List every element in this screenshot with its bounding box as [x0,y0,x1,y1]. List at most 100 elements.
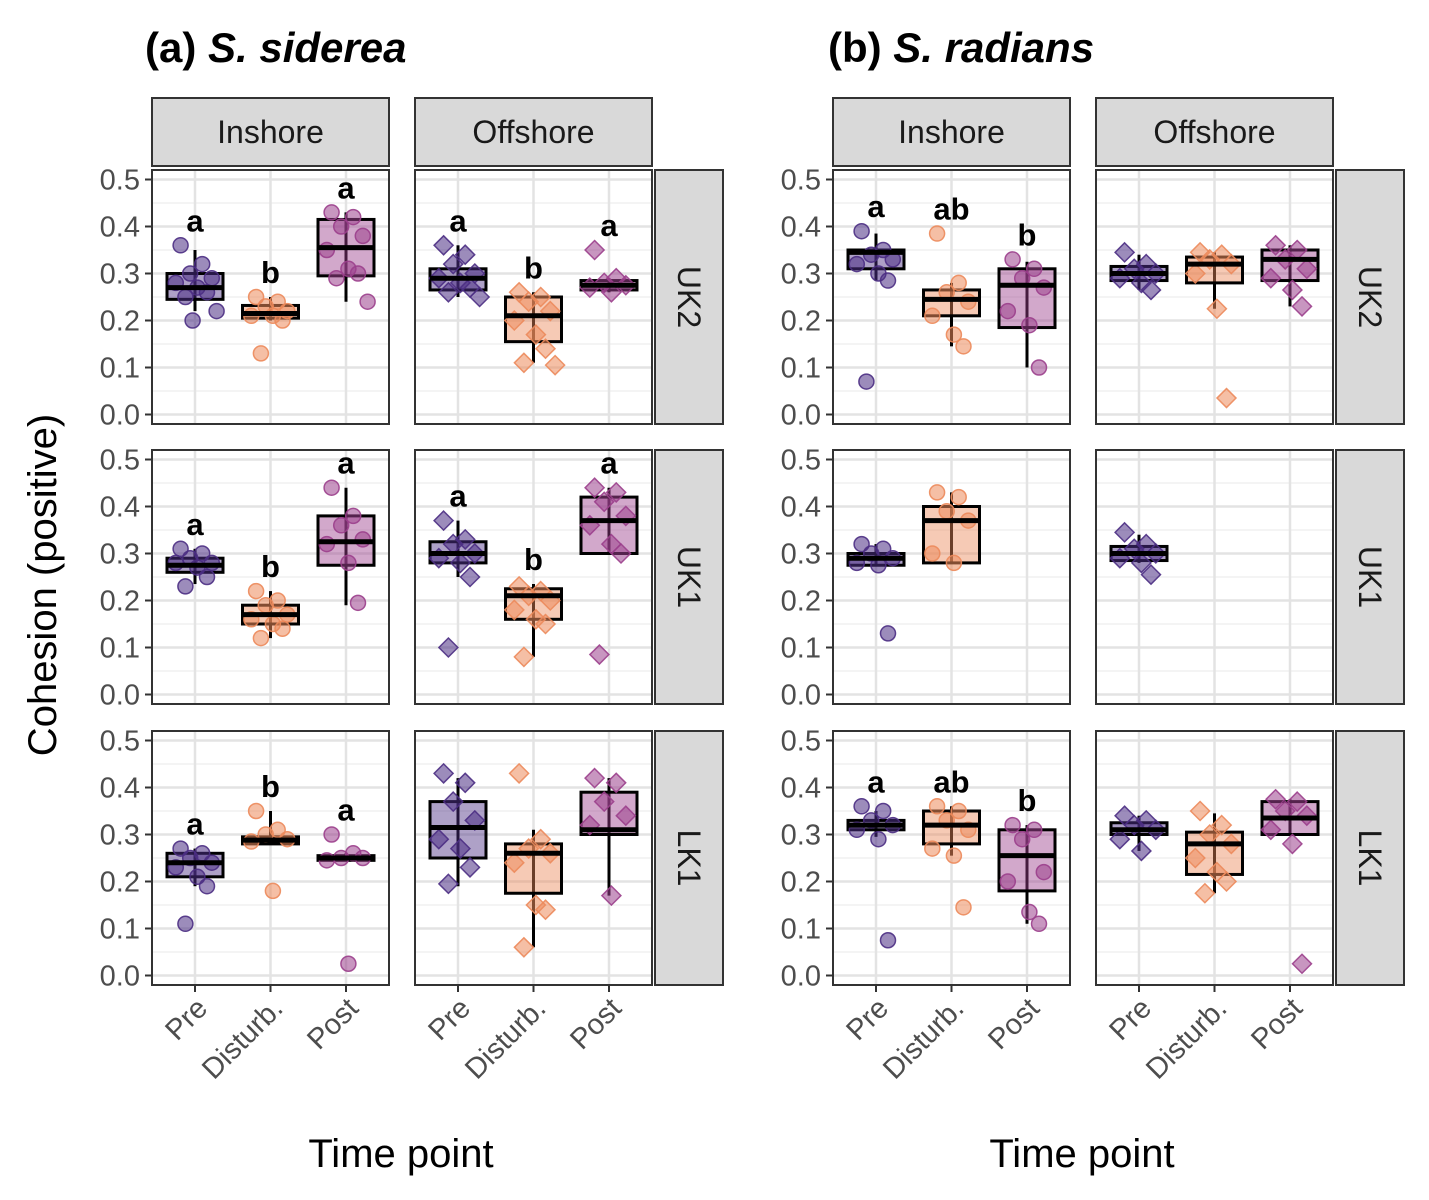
data-point [252,629,270,647]
data-point [584,767,606,789]
y-tick-label: 0.0 [781,680,821,712]
strip-top-label-inshore: Inshore [217,114,324,150]
data-point [449,838,471,860]
facet-border [151,169,390,425]
data-point [433,762,455,784]
data-point [208,302,225,320]
data-point [1265,234,1287,256]
facet-border [414,449,653,705]
strip-right-label-uk1: UK1 [1352,546,1388,608]
y-tick-label: 0.2 [781,306,821,338]
y-tick-label: 0.2 [781,867,821,899]
box-post [316,826,376,972]
data-point [600,885,622,907]
data-point [332,517,350,534]
data-point [1215,870,1238,893]
data-point [469,286,491,308]
data-point [1109,828,1131,850]
significance-letter: a [186,203,204,238]
data-point [530,828,552,850]
data-point [1140,279,1162,301]
data-point [1260,267,1282,289]
box-pre [1109,521,1169,586]
box-pre [165,237,225,329]
significance-letter: a [449,203,467,238]
data-point [1206,298,1228,320]
box-post [1260,234,1320,317]
box-post [316,204,376,310]
data-point [945,847,963,864]
box-disturb [1184,241,1244,409]
significance-letter: a [867,764,885,799]
data-point [1021,903,1038,921]
panel-title-b: (b) S. radians [828,24,1094,71]
strip-right-label-lk1: LK1 [1352,830,1388,887]
data-point [442,791,464,813]
data-point [1286,791,1308,813]
box-post [579,767,639,907]
data-point [1130,552,1152,574]
data-point [247,582,265,600]
y-tick-label: 0.4 [781,212,821,244]
data-point [928,225,946,242]
data-point [344,208,362,226]
data-point [503,852,525,874]
box-pre [1109,805,1169,862]
data-point [1291,295,1313,317]
box-pre [1109,241,1169,301]
x-tick-label: Post [982,992,1046,1056]
panel-s-radians: (b) S. radians Inshore Offshore UK2 UK1 LK1 a… [781,24,1405,1086]
data-point [177,288,194,306]
data-point [1194,882,1216,904]
y-tick-label: 0.3 [781,539,821,571]
strip-right-label-lk1: LK1 [671,830,707,887]
box-disturb [241,802,300,900]
significance-letter: a [186,507,204,542]
data-point [593,491,615,513]
data-point [928,484,946,501]
data-point [433,234,455,256]
significance-letter: a [600,446,618,481]
strip-right-label-uk2: UK2 [1352,266,1388,328]
x-tick-label: Pre [1103,992,1158,1047]
significance-letter: a [337,170,355,205]
box-disturb [922,484,981,572]
data-point [999,873,1017,890]
data-point [433,510,455,532]
box-disturb [922,225,981,355]
y-tick-label: 0.3 [781,820,821,852]
data-point [428,828,450,850]
box-post [316,479,376,612]
y-tick-label: 0.2 [781,586,821,618]
significance-letter: ab [933,192,969,227]
data-point [1215,387,1238,409]
data-point [1025,821,1043,839]
data-point [177,578,194,595]
data-point [257,596,274,614]
data-point [610,542,632,565]
data-point [615,805,637,827]
y-tick-label: 0.5 [100,445,140,477]
data-point [328,269,345,287]
strip-right-label-uk2: UK2 [671,266,707,328]
data-point [1025,260,1043,278]
data-point [928,798,946,815]
data-point [340,554,357,572]
box-disturb [503,281,566,376]
y-tick-label: 0.3 [100,539,140,571]
x-tick-label: Pre [159,992,214,1047]
strip-top-bg [151,97,390,167]
y-tick-label: 0.4 [781,773,821,805]
x-tick-label: Disturb. [1140,992,1233,1085]
data-point [437,281,459,303]
significance-letter: a [449,479,467,514]
data-point [513,936,535,958]
data-point [853,222,870,240]
data-point [359,293,376,310]
box-disturb [1184,800,1244,904]
panel-title-a: (a) S. siderea [145,24,406,71]
y-tick-label: 0.1 [100,633,140,665]
y-tick-label: 0.1 [100,353,140,385]
data-point [252,345,270,362]
